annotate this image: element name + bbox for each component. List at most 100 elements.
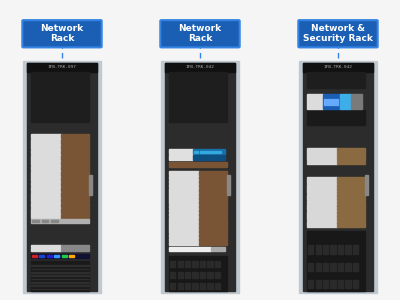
Bar — [215, 261, 220, 267]
Bar — [169, 217, 199, 220]
Bar — [61, 150, 89, 154]
Bar — [207, 283, 212, 289]
FancyBboxPatch shape — [160, 20, 240, 47]
Bar — [307, 207, 337, 210]
Bar — [338, 245, 343, 254]
Bar — [200, 283, 205, 289]
Bar — [353, 262, 358, 271]
Bar — [54, 255, 59, 257]
Bar — [353, 280, 358, 288]
Bar — [200, 272, 205, 278]
Bar — [199, 242, 226, 245]
Bar — [193, 155, 225, 160]
Bar — [31, 182, 61, 186]
Bar — [31, 160, 61, 165]
Bar — [169, 196, 199, 200]
Bar — [169, 162, 226, 167]
Bar — [199, 188, 226, 192]
Bar — [89, 175, 92, 195]
Bar — [327, 100, 329, 105]
Bar — [61, 139, 89, 144]
Bar — [199, 217, 226, 220]
Bar — [202, 151, 204, 153]
Bar — [31, 176, 61, 181]
Bar — [307, 224, 337, 227]
Bar — [338, 280, 343, 288]
Bar — [178, 261, 183, 267]
Bar — [31, 187, 61, 191]
Bar — [316, 245, 321, 254]
Bar — [333, 100, 335, 105]
Bar — [169, 171, 199, 175]
Bar — [316, 280, 321, 288]
Text: Network
Rack: Network Rack — [178, 24, 222, 44]
Bar — [337, 214, 365, 217]
Bar — [207, 272, 212, 278]
Bar — [39, 255, 44, 257]
Bar — [299, 61, 377, 293]
Bar — [307, 156, 337, 158]
Bar — [31, 254, 88, 258]
FancyBboxPatch shape — [298, 20, 378, 47]
Bar — [31, 219, 88, 223]
Bar — [61, 245, 89, 246]
Bar — [31, 166, 61, 170]
Bar — [31, 192, 61, 197]
Bar — [47, 255, 52, 257]
Bar — [307, 180, 337, 183]
Bar — [308, 245, 313, 254]
Bar — [61, 176, 89, 181]
Bar — [169, 184, 199, 188]
Bar — [61, 246, 89, 247]
Text: Network &
Security Rack: Network & Security Rack — [303, 24, 373, 44]
Bar — [169, 188, 199, 192]
Bar — [61, 213, 89, 218]
Bar — [31, 245, 61, 246]
Bar — [169, 242, 199, 245]
Bar — [169, 155, 193, 160]
Bar — [169, 176, 199, 179]
Bar — [307, 197, 337, 200]
Bar — [307, 214, 337, 217]
Bar — [215, 283, 220, 289]
Bar — [307, 218, 337, 220]
Bar — [31, 282, 88, 283]
Bar — [61, 171, 89, 175]
Bar — [192, 283, 198, 289]
Bar — [303, 63, 373, 72]
Bar — [199, 184, 226, 188]
Bar — [205, 151, 207, 153]
Bar — [215, 272, 220, 278]
Bar — [31, 72, 88, 122]
Bar — [199, 213, 226, 216]
Bar — [340, 94, 351, 109]
Bar — [337, 156, 365, 158]
Bar — [337, 152, 365, 154]
Bar — [185, 261, 190, 267]
Bar — [337, 148, 365, 150]
Bar — [337, 180, 365, 183]
Bar — [353, 245, 358, 254]
Bar — [69, 255, 74, 257]
Bar — [323, 94, 340, 109]
Bar — [308, 262, 313, 271]
Bar — [169, 238, 199, 241]
Bar — [61, 203, 89, 207]
Bar — [307, 72, 365, 88]
Bar — [337, 211, 365, 214]
Bar — [303, 63, 373, 291]
Bar — [169, 209, 199, 212]
Bar — [307, 158, 337, 160]
Bar — [169, 192, 199, 196]
Text: IFB-TRK-042: IFB-TRK-042 — [186, 65, 214, 70]
Bar — [23, 61, 101, 293]
Bar — [199, 171, 226, 175]
Bar — [307, 177, 337, 180]
Bar — [307, 150, 337, 152]
Bar — [31, 208, 61, 213]
Bar — [345, 280, 350, 288]
Bar — [337, 204, 365, 207]
Bar — [199, 196, 226, 200]
Bar — [316, 262, 321, 271]
Bar — [337, 187, 365, 190]
